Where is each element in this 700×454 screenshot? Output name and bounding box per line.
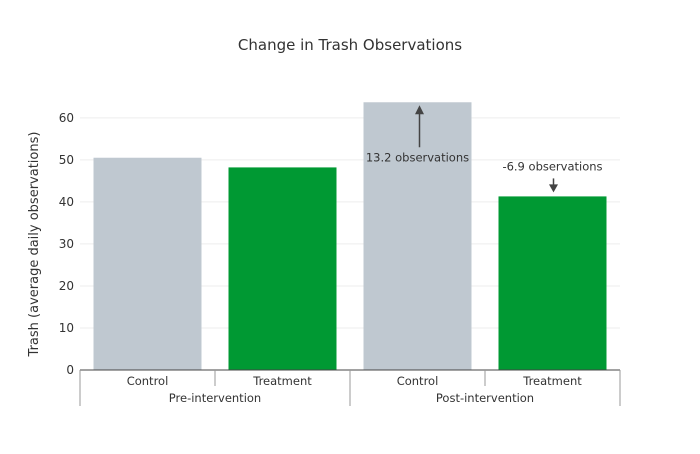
y-axis-label: Trash (average daily observations) bbox=[27, 132, 42, 358]
bar-pre-intervention-control bbox=[93, 157, 202, 370]
x-tick-label: Control bbox=[127, 374, 169, 388]
bar-pre-intervention-treatment bbox=[228, 167, 337, 370]
y-tick-label: 20 bbox=[59, 279, 74, 293]
y-tick-label: 60 bbox=[59, 111, 74, 125]
annotation-arrowhead bbox=[415, 105, 424, 115]
x-tick-label: Control bbox=[397, 374, 439, 388]
annotation-arrowhead bbox=[549, 184, 558, 193]
y-tick-label: 0 bbox=[66, 363, 74, 377]
group-label: Pre-intervention bbox=[169, 391, 261, 405]
y-tick-label: 50 bbox=[59, 153, 74, 167]
chart-title: Change in Trash Observations bbox=[238, 36, 462, 54]
y-tick-label: 40 bbox=[59, 195, 74, 209]
bars bbox=[93, 102, 607, 371]
annotation-label: 13.2 observations bbox=[366, 150, 469, 164]
x-tick-label: Treatment bbox=[522, 374, 582, 388]
group-label: Post-intervention bbox=[436, 391, 534, 405]
y-tick-label: 10 bbox=[59, 321, 74, 335]
annotation-label: -6.9 observations bbox=[502, 159, 602, 173]
bar-post-intervention-control bbox=[363, 102, 472, 371]
y-ticks: 0 10 20 30 40 50 60 bbox=[59, 111, 74, 377]
y-tick-label: 30 bbox=[59, 237, 74, 251]
bar-post-intervention-treatment bbox=[498, 196, 607, 370]
annotations: 13.2 observations -6.9 observations bbox=[366, 105, 603, 193]
x-tick-label: Treatment bbox=[252, 374, 312, 388]
